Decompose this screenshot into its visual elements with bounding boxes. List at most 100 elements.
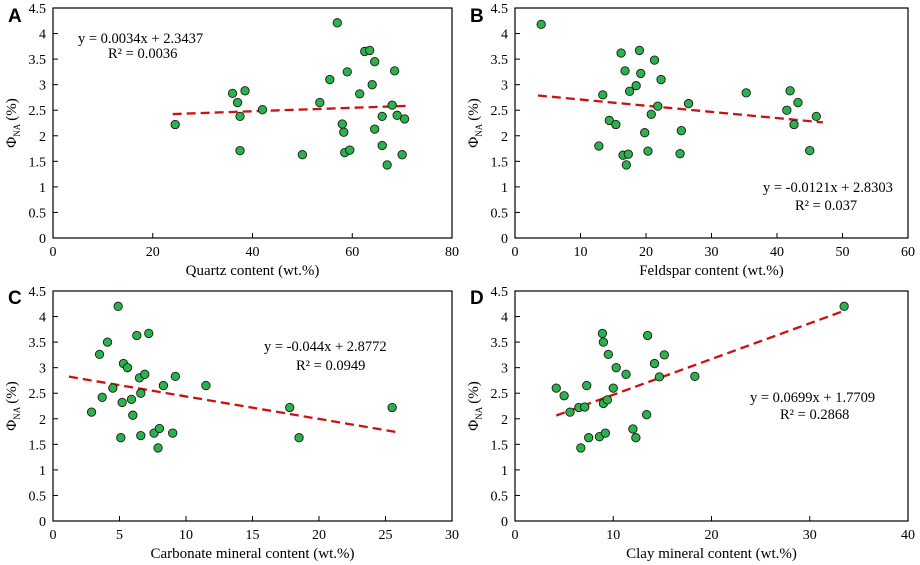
panel-a-data-point xyxy=(397,150,407,160)
panel-c-xlabel: Carbonate mineral content (wt.%) xyxy=(150,546,354,562)
panel-a-data-point xyxy=(227,88,238,99)
panel-a-ylabel: ΦNA (%) xyxy=(4,98,22,147)
panel-a-data-point xyxy=(389,66,400,76)
panel-b-ytick-label: 0.5 xyxy=(491,206,509,221)
panel-b-equation: y = -0.0121x + 2.8303 xyxy=(763,180,893,196)
panel-a-data-point xyxy=(387,100,397,110)
panel-d-trend-line xyxy=(555,309,845,417)
panel-b-data-point xyxy=(636,68,646,79)
panel-a-data-point xyxy=(337,119,347,129)
panel-c-data-point xyxy=(154,423,165,434)
panel-c-xtick-label: 15 xyxy=(246,528,260,543)
panel-b-data-point xyxy=(785,86,795,96)
panel-c-data-point xyxy=(144,328,154,339)
panel-a-ylabel-subscript: NA xyxy=(12,123,22,136)
panel-b-xtick-label: 0 xyxy=(512,245,519,260)
panel-a-ytick-label: 0.5 xyxy=(29,206,47,221)
panel-d-xtick-label: 20 xyxy=(705,528,719,543)
panel-a-data-point xyxy=(355,89,365,99)
panel-d-ytick-label: 4.5 xyxy=(491,285,509,300)
panel-b-ytick-label: 1.5 xyxy=(491,155,509,170)
panel-b-data-point xyxy=(624,86,635,96)
panel-a-data-point xyxy=(297,150,308,160)
panel-b-data-point xyxy=(616,48,626,58)
panel-d-ytick-label: 1.5 xyxy=(491,438,509,453)
panel-c-data-point xyxy=(94,349,105,360)
panel-c-ytick-label: 4 xyxy=(39,311,46,326)
panel-a-ytick-label: 2 xyxy=(39,130,46,145)
panel-c-ytick-label: 4.5 xyxy=(29,285,47,300)
panel-c-ytick-label: 1 xyxy=(39,464,46,479)
panel-a-data-point xyxy=(365,45,375,56)
panel-c-data-point xyxy=(170,371,181,382)
panel-b-data-point xyxy=(649,55,660,65)
panel-b-ytick-label: 3.5 xyxy=(491,53,509,68)
panel-d-r-squared: R² = 0.2868 xyxy=(780,407,849,423)
panel-b-xtick-label: 20 xyxy=(639,245,653,260)
panel-b-data-point xyxy=(634,45,645,56)
panel-a-data-point xyxy=(332,18,342,28)
panel-d-data-point xyxy=(603,349,613,360)
panel-d-xtick-label: 40 xyxy=(901,528,915,543)
panel-a-data-point xyxy=(367,80,377,90)
panel-c-xtick-label: 10 xyxy=(179,528,193,543)
panel-c-ytick-label: 2 xyxy=(39,413,46,428)
panel-b-data-point xyxy=(621,160,631,170)
panel-d-data-point xyxy=(600,428,611,438)
panel-d-xtick-label: 10 xyxy=(606,528,620,543)
panel-c-data-point xyxy=(108,383,118,393)
panel-c-ylabel-subscript: NA xyxy=(12,406,22,419)
panel-c-data-point xyxy=(128,410,138,420)
panel-b-data-point xyxy=(789,119,799,130)
panel-d-ytick-label: 1 xyxy=(501,464,508,479)
panel-a-xtick-label: 0 xyxy=(50,245,57,260)
panel-a-trend-line xyxy=(172,104,408,116)
panel-d-ylabel-subscript: NA xyxy=(474,406,484,419)
panel-a: A 0 0.5 1 1.5 2 2.5 3 3.5 4 4.5 0 20 40 60 80 Quartz con… xyxy=(4,2,459,279)
panel-b-data-point xyxy=(640,128,650,138)
panel-b-xtick-label: 60 xyxy=(901,245,915,260)
panel-b-data-point xyxy=(643,146,653,156)
panel-a-data-point xyxy=(240,86,250,96)
panel-b-data-point xyxy=(611,119,621,130)
panel-c-data-point xyxy=(294,433,304,443)
panel-b-ylabel-subscript: NA xyxy=(474,123,484,136)
panel-d-data-point xyxy=(642,410,652,420)
panel-d-data-point xyxy=(580,402,590,412)
panel-d-xlabel: Clay mineral content (wt.%) xyxy=(626,546,797,562)
panel-d-ylabel: ΦNA (%) xyxy=(466,381,484,430)
panel-b-data-point xyxy=(741,88,751,98)
panel-c-ytick-label: 0.5 xyxy=(29,489,47,504)
panel-b-ytick-label: 3 xyxy=(501,79,508,94)
panel-b-data-point xyxy=(683,98,694,109)
panel-c-data-point xyxy=(285,402,295,413)
panel-c-data-point xyxy=(97,392,107,402)
panel-d-data-point xyxy=(597,328,608,339)
panel-c-data-point xyxy=(113,301,123,311)
panel-c-ytick-label: 2.5 xyxy=(29,387,47,402)
panel-d-ytick-label: 3 xyxy=(501,362,508,377)
panel-d-letter: D xyxy=(470,288,484,309)
panel-a-ytick-label: 0 xyxy=(39,232,46,247)
panel-a-data-point xyxy=(339,127,349,137)
panel-d-data-point xyxy=(642,330,653,341)
panel-a-data-point xyxy=(399,114,410,124)
panel-c-data-point xyxy=(153,443,163,453)
panel-a-xtick-label: 40 xyxy=(246,245,260,260)
panel-b-data-point xyxy=(676,126,687,136)
panel-d-data-point xyxy=(582,380,592,391)
panel-d-equation: y = 0.0699x + 1.7709 xyxy=(750,390,875,406)
panel-c-data-point xyxy=(122,363,133,373)
panel-b-data-point xyxy=(598,90,608,100)
panel-c-data-point xyxy=(102,337,113,347)
panel-d-data-point xyxy=(611,363,621,373)
panel-d-data-point xyxy=(608,383,618,393)
panel-a-data-point xyxy=(392,110,402,120)
panel-a-data-point xyxy=(257,105,268,115)
panel-b-letter: B xyxy=(470,6,484,27)
panel-b-data-point xyxy=(623,149,633,159)
panel-a-data-point xyxy=(370,57,380,67)
panel-c-data-point xyxy=(116,433,126,443)
panel-c: C 0 0.5 1 1.5 2 2.5 3 3.5 4 4.5 0 5 10 15 20 25 30 Carbona… xyxy=(4,285,459,562)
panel-d-data-point xyxy=(559,391,569,401)
